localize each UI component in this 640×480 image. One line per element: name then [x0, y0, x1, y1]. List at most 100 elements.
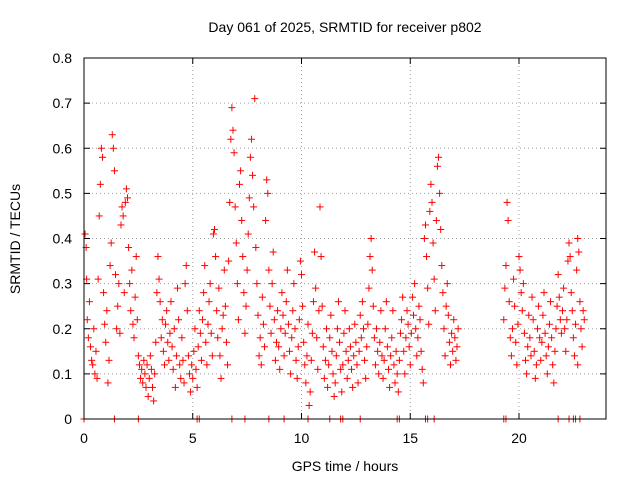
data-point: [258, 293, 266, 301]
plot-border: [83, 57, 607, 420]
data-point: [83, 316, 91, 324]
y-tick-label: 0: [64, 411, 72, 427]
data-point: [101, 320, 109, 328]
x-tick-label: 20: [511, 430, 527, 446]
data-point: [551, 347, 559, 355]
data-point: [373, 325, 381, 333]
data-point: [345, 325, 353, 333]
data-point: [404, 320, 412, 328]
data-point: [403, 307, 411, 315]
data-point: [226, 198, 234, 206]
data-point: [362, 374, 370, 382]
data-point: [130, 334, 138, 342]
data-point: [371, 361, 379, 369]
data-point: [142, 383, 150, 391]
data-point: [327, 311, 335, 319]
data-point: [380, 356, 388, 364]
data-point: [112, 271, 120, 279]
data-point: [204, 320, 212, 328]
data-point: [209, 230, 217, 238]
data-point: [251, 95, 259, 103]
data-point: [357, 334, 365, 342]
data-point: [388, 334, 396, 342]
data-point: [338, 388, 346, 396]
data-point: [376, 338, 384, 346]
data-point: [188, 361, 196, 369]
data-point: [344, 356, 352, 364]
data-point: [192, 365, 200, 373]
data-point: [131, 293, 139, 301]
data-point: [529, 316, 537, 324]
data-point: [364, 320, 372, 328]
data-point: [90, 325, 98, 333]
data-point: [349, 383, 357, 391]
data-point: [320, 374, 328, 382]
data-point: [107, 239, 115, 247]
data-point: [441, 352, 449, 360]
data-point: [503, 198, 511, 206]
data-point: [191, 325, 199, 333]
data-point: [217, 374, 225, 382]
data-point: [523, 370, 531, 378]
data-point: [247, 135, 255, 143]
data-point: [200, 289, 208, 297]
data-point: [195, 307, 203, 315]
data-point: [280, 352, 288, 360]
data-point: [289, 307, 297, 315]
data-point: [381, 325, 389, 333]
data-point: [565, 239, 573, 247]
data-point: [87, 343, 95, 351]
data-points: [80, 95, 588, 423]
data-point: [93, 374, 101, 382]
data-point: [225, 257, 233, 265]
data-point: [125, 244, 133, 252]
data-point: [151, 370, 159, 378]
data-point: [154, 253, 162, 261]
data-point: [329, 370, 337, 378]
data-point: [561, 325, 569, 333]
data-point: [287, 370, 295, 378]
data-point: [239, 253, 247, 261]
data-point: [415, 302, 423, 310]
data-point: [132, 253, 140, 261]
data-point: [324, 383, 332, 391]
data-point: [255, 352, 263, 360]
data-point: [437, 225, 445, 233]
data-point: [301, 361, 309, 369]
data-point: [215, 284, 223, 292]
data-point: [176, 361, 184, 369]
data-point: [308, 329, 316, 337]
data-point: [342, 347, 350, 355]
data-point: [133, 316, 141, 324]
data-point: [556, 316, 564, 324]
data-point: [85, 298, 93, 306]
data-point: [504, 216, 512, 224]
data-point: [298, 271, 305, 279]
data-point: [208, 352, 216, 360]
data-point: [95, 212, 103, 220]
data-point: [108, 131, 116, 139]
data-point: [263, 176, 271, 184]
data-point: [276, 365, 284, 373]
data-point: [177, 374, 185, 382]
data-point: [167, 298, 175, 306]
data-point: [279, 311, 287, 319]
data-point: [168, 343, 176, 351]
data-point: [354, 379, 362, 387]
data-point: [103, 307, 111, 315]
data-point: [359, 325, 367, 333]
data-point: [272, 338, 280, 346]
data-point: [449, 347, 457, 355]
data-point: [296, 257, 304, 265]
data-point: [554, 271, 562, 279]
data-point: [363, 343, 371, 351]
data-point: [382, 298, 390, 306]
data-point: [414, 334, 422, 342]
data-point: [540, 289, 548, 297]
data-point: [574, 235, 582, 242]
data-point: [411, 280, 419, 288]
data-point: [514, 320, 522, 328]
data-point: [500, 316, 508, 324]
data-point: [511, 302, 519, 310]
data-point: [236, 180, 244, 188]
